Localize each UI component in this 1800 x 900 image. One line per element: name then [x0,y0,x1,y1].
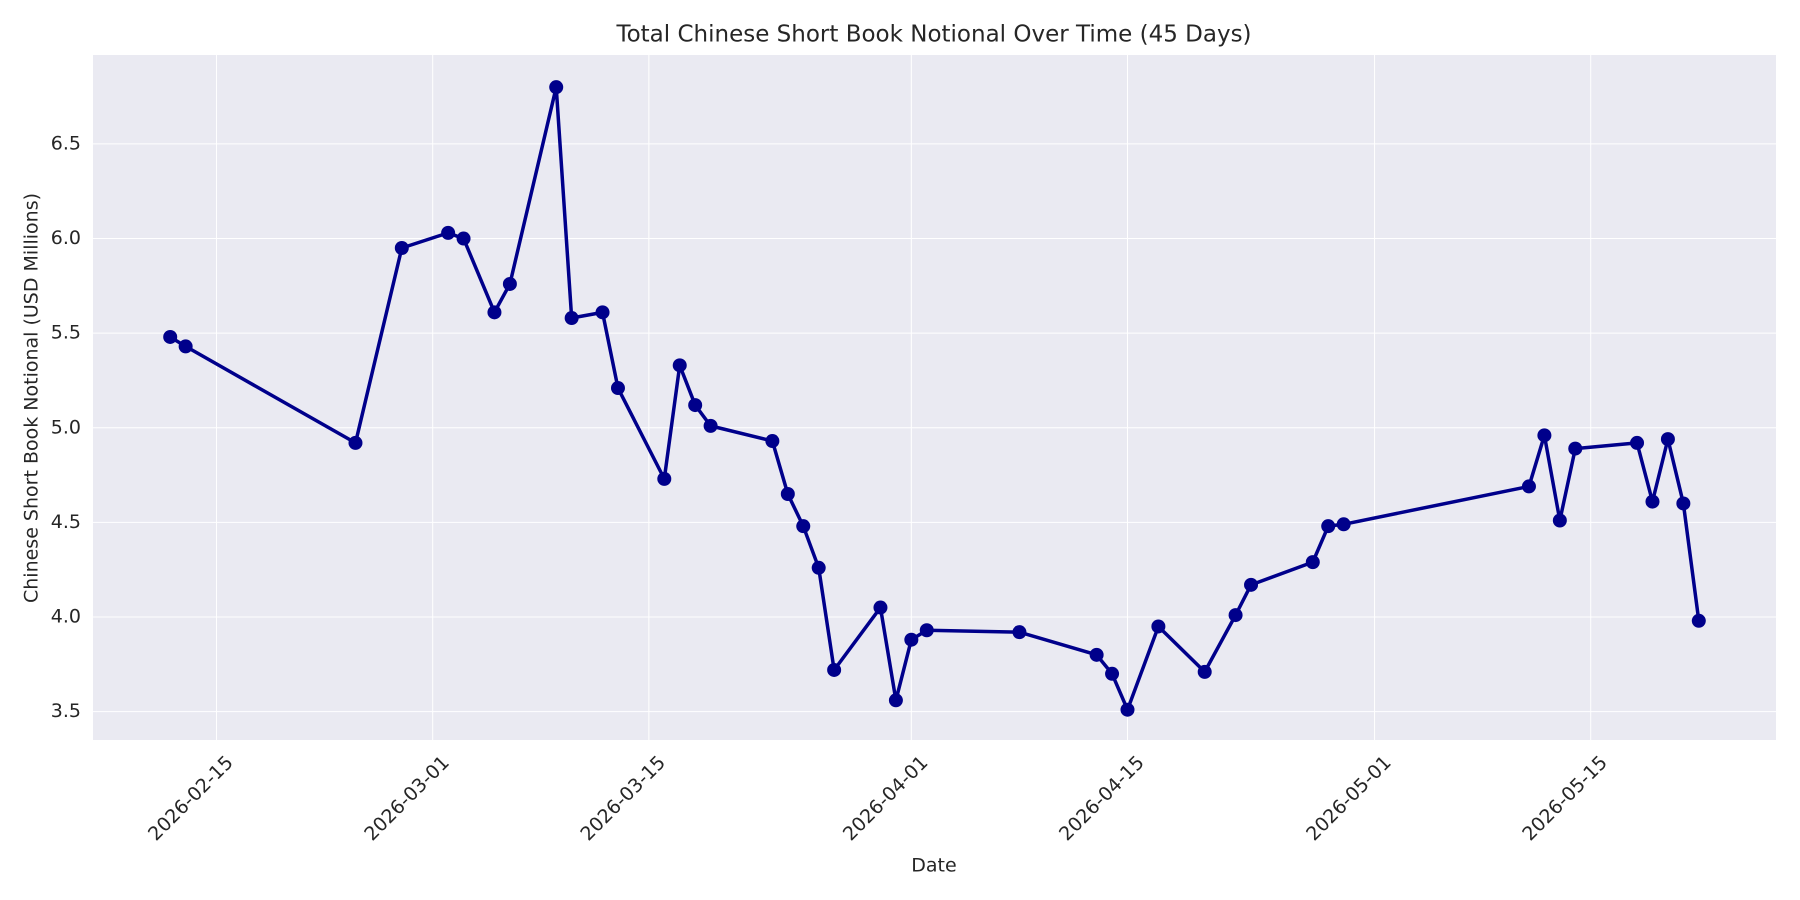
data-point [394,241,409,256]
data-point [1197,664,1212,679]
data-point [1228,608,1243,623]
data-point [610,381,625,396]
x-tick-label: 2026-04-15 [1055,752,1149,846]
data-point [348,435,363,450]
x-axis-label: Date [911,855,956,877]
x-tick-label: 2026-05-01 [1302,752,1396,846]
data-point [796,519,811,534]
y-tick-label: 5.0 [51,416,81,438]
y-tick-label: 4.5 [51,511,81,533]
data-point [919,623,934,638]
data-point [1012,625,1027,640]
data-point [595,305,610,320]
data-point [1568,441,1583,456]
y-tick-label: 3.5 [51,700,81,722]
y-tick-label: 6.0 [51,227,81,249]
data-point [703,418,718,433]
data-point [1676,496,1691,511]
data-point [657,471,672,486]
data-point [1321,519,1336,534]
data-point [1691,613,1706,628]
plot-area [93,55,1776,740]
data-point [564,311,579,326]
data-point [688,398,703,413]
data-point [163,329,178,344]
y-tick-label: 4.0 [51,606,81,628]
data-point [1244,577,1259,592]
data-point [1630,435,1645,450]
y-tick-label: 6.5 [51,132,81,154]
data-point [672,358,687,373]
data-point [1105,666,1120,681]
data-point [549,80,564,95]
data-point [487,305,502,320]
data-point [780,487,795,502]
y-tick-label: 5.5 [51,322,81,344]
x-tick-label: 2026-04-01 [839,752,933,846]
data-point [1645,494,1660,509]
data-point [888,693,903,708]
data-point [827,662,842,677]
data-point [1552,513,1567,528]
data-point [765,434,780,449]
data-point [1660,432,1675,447]
data-point [178,339,193,354]
chart-title: Total Chinese Short Book Notional Over T… [615,22,1251,48]
x-tick-label: 2026-03-15 [576,752,670,846]
data-point [904,632,919,647]
x-tick-label: 2026-05-15 [1518,752,1612,846]
x-tick-label: 2026-02-15 [144,752,238,846]
data-point [1305,555,1320,570]
data-point [456,231,471,246]
x-tick-label: 2026-03-01 [360,752,454,846]
data-point [1151,619,1166,634]
y-axis-label: Chinese Short Book Notional (USD Million… [21,193,43,603]
data-point [1089,647,1104,662]
data-point [873,600,888,615]
data-point [1120,702,1135,717]
data-point [1537,428,1552,443]
data-point [1521,479,1536,494]
data-point [811,560,826,575]
data-point [1336,517,1351,532]
data-point [502,276,517,291]
data-point [441,225,456,240]
